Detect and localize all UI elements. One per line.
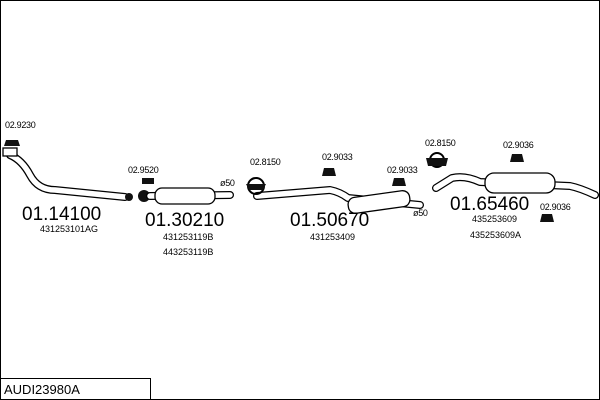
accessory-label: 02.9036 [503,140,534,150]
part-number: 01.30210 [145,210,224,231]
intermediate-section [246,168,424,214]
front-pipe [2,140,133,201]
accessory-label: 02.9036 [540,202,571,212]
part-number: 01.65460 [450,194,529,215]
accessory-label: 02.9033 [387,165,418,175]
oe-code: 431253119B [163,232,213,242]
accessory-label: 02.9520 [128,165,159,175]
oe-code: 435253609 [472,214,517,224]
middle-silencer [138,178,234,205]
accessory-label: 02.8150 [425,138,456,148]
oe-code: 443253119B [163,247,213,257]
accessory-label: 02.8150 [250,157,281,167]
oe-code: 435253609A [470,230,521,240]
part-number: 01.14100 [22,204,101,225]
rear-silencer [426,152,599,222]
oe-code: 431253409 [310,232,355,242]
footer-code: AUDI23980A [4,382,80,397]
accessory-label: 02.9033 [322,152,353,162]
oe-code: 431253101AG [40,224,98,234]
part-number: 01.50670 [290,210,369,231]
diameter-label: ø50 [413,208,428,218]
diameter-label: ø50 [220,178,235,188]
accessory-label: 02.9230 [5,120,36,130]
